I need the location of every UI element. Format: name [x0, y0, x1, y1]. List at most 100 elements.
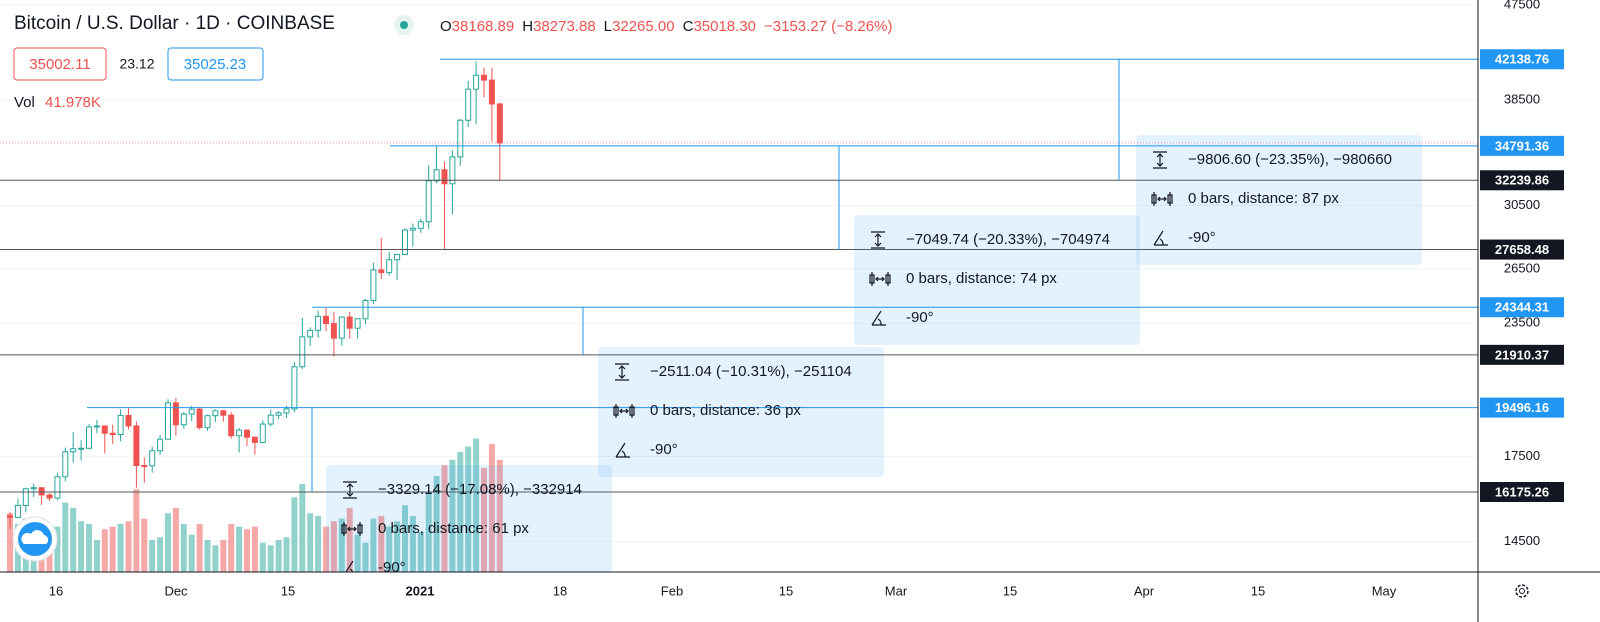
ohlc-key: L — [604, 18, 612, 35]
volume-bar — [101, 529, 108, 572]
volume-bar — [267, 545, 274, 572]
candle-body — [22, 488, 29, 506]
x-tick-label: Feb — [661, 583, 683, 598]
candle-body — [30, 487, 37, 490]
y-tick-label: 23500 — [1504, 315, 1540, 330]
candle-body — [196, 408, 203, 429]
bars-icon — [1151, 192, 1173, 206]
x-tick-label: 2021 — [406, 583, 435, 598]
x-tick-label: 15 — [1003, 583, 1017, 598]
volume-bar — [117, 523, 124, 572]
ohlc-key: H — [522, 18, 533, 35]
candle-body — [267, 414, 274, 425]
candle-body — [133, 425, 140, 467]
volume-bar — [244, 529, 250, 572]
volume-bar — [54, 526, 61, 572]
volume-bar — [86, 523, 92, 572]
volume-bar — [473, 438, 480, 572]
x-tick-label: Apr — [1134, 583, 1155, 598]
price-label-bg — [1480, 239, 1564, 260]
icon — [613, 404, 635, 418]
price-label-bg — [1480, 297, 1564, 318]
bars-icon — [341, 522, 363, 536]
price-label: 19496.16 — [1495, 400, 1549, 415]
price-label-bg — [1480, 49, 1564, 70]
x-tick-label: May — [1372, 583, 1397, 598]
status-dot — [400, 21, 408, 29]
settings-icon-hub — [1519, 588, 1525, 594]
candle-body — [93, 425, 100, 428]
candle-body — [62, 451, 69, 478]
volume-bar — [338, 518, 345, 572]
candle-body — [330, 323, 337, 339]
price-label-bg — [1480, 135, 1564, 156]
volume-bar — [417, 531, 424, 572]
candle-body — [38, 487, 45, 496]
icon — [1151, 192, 1173, 206]
candle-body — [109, 432, 116, 435]
price-label: 32239.86 — [1495, 173, 1549, 188]
volume-bar — [441, 465, 448, 572]
volume-bar — [425, 491, 432, 572]
price-label: 21910.37 — [1495, 347, 1549, 362]
price-icon — [615, 363, 629, 381]
ohlc-key: O — [440, 18, 452, 35]
symbol-title: Bitcoin / U.S. Dollar · 1D · COINBASE — [14, 13, 335, 34]
measure-bars: 0 bars, distance: 36 px — [650, 402, 801, 419]
candle-body — [46, 494, 53, 499]
price-label: 42138.76 — [1495, 52, 1549, 67]
candle-body — [299, 336, 306, 368]
candle-body — [354, 318, 361, 329]
volume-bar — [409, 515, 416, 572]
candle-body — [251, 436, 258, 443]
x-tick-label: Mar — [885, 583, 908, 598]
measure-price: −3329.14 (−17.08%), −332914 — [378, 481, 582, 498]
volume-bar — [307, 513, 314, 572]
candle-body — [14, 504, 21, 518]
candle-body — [204, 415, 211, 429]
icon — [343, 481, 357, 499]
icon — [869, 272, 891, 286]
candle-body — [70, 448, 77, 453]
volume-bar — [109, 526, 116, 572]
x-tick-label: 15 — [779, 583, 793, 598]
candle-body — [394, 253, 401, 261]
volume-bar — [70, 507, 77, 572]
candle-body — [220, 410, 227, 416]
bid-box — [13, 47, 107, 81]
measure-bars: 0 bars, distance: 74 px — [906, 270, 1057, 287]
ohlc-key: C — [683, 18, 694, 35]
candle-body — [180, 413, 187, 426]
volume-bar — [291, 497, 298, 572]
measure-box — [854, 215, 1140, 345]
measure-price: −2511.04 (−10.31%), −251104 — [650, 363, 852, 380]
volume-bar — [172, 507, 179, 572]
candle-body — [86, 426, 92, 449]
x-tick-label: 18 — [553, 583, 567, 598]
measure-price: −7049.74 (−20.33%), −704974 — [906, 231, 1110, 248]
change: −3153.27 (−8.26%) — [764, 18, 892, 35]
volume-bar — [362, 542, 369, 572]
candle-body — [244, 429, 250, 438]
candle-body — [125, 414, 132, 427]
ohlc-value: 32265.00 — [612, 18, 675, 35]
settings-icon[interactable] — [1515, 584, 1529, 598]
price-icon — [343, 481, 357, 499]
price-label: 27658.48 — [1495, 242, 1549, 257]
ohlc-value: 38168.89 — [452, 18, 515, 35]
candle-body — [362, 299, 369, 320]
candle-body — [346, 316, 353, 329]
candle-body — [417, 221, 424, 229]
candle-body — [165, 402, 171, 440]
x-tick-label: 15 — [1251, 583, 1265, 598]
candle-body — [283, 408, 290, 414]
candle-body — [338, 316, 345, 339]
volume-bar — [141, 518, 148, 572]
volume-bar — [204, 539, 211, 572]
volume-bar — [330, 521, 337, 572]
ask-box — [167, 47, 264, 81]
candle-body — [402, 229, 408, 255]
candle-body — [370, 269, 377, 301]
volume-bar — [465, 446, 472, 572]
